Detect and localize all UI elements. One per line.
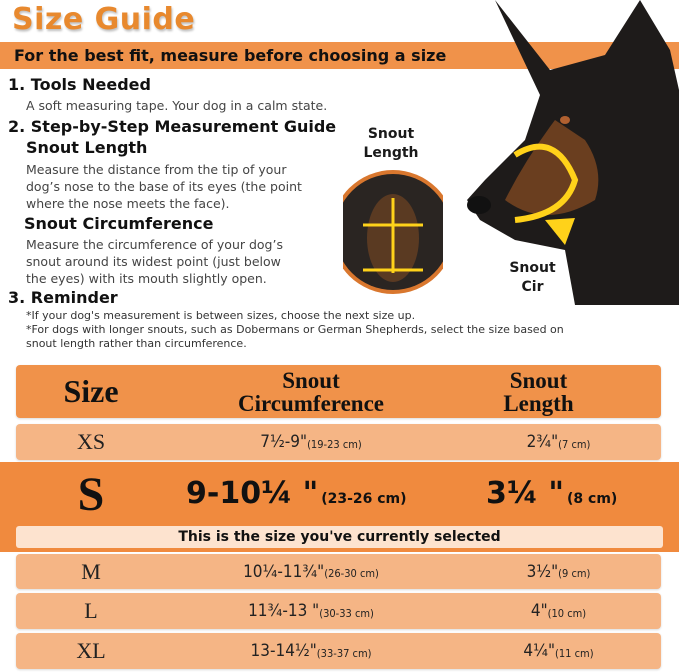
circ-heading: Snout Circumference	[24, 214, 214, 233]
length-cell: 4" (10 cm)	[530, 601, 587, 621]
size-cell: XS	[76, 429, 106, 454]
page-title: Size Guide	[12, 2, 196, 37]
length-cell: 2¾" (7 cm)	[526, 432, 591, 452]
circ-cell: 9-10¼ " (23-26 cm)	[186, 476, 407, 511]
tools-heading: 1. Tools Needed	[8, 75, 151, 94]
size-cell: M	[81, 558, 101, 584]
selected-note: This is the size you've currently select…	[16, 526, 663, 548]
circ-cell: 13-14½" (33-37 cm)	[250, 641, 372, 661]
circ-cell: 7½-9" (19-23 cm)	[260, 432, 362, 452]
header-length: Snout Length	[503, 367, 574, 416]
length-text: Measure the distance from the tip of you…	[26, 162, 302, 211]
table-header: Size Snout Circumference Snout Length	[16, 365, 661, 418]
size-cell: XL	[76, 638, 106, 663]
table-row: XL 13-14½" (33-37 cm) 4¼" (11 cm)	[16, 633, 661, 669]
banner-text: For the best fit, measure before choosin…	[14, 46, 447, 65]
size-cell: L	[84, 598, 98, 623]
doberman-image	[467, 0, 679, 305]
length-cell: 4¼" (11 cm)	[523, 641, 594, 661]
header-size: Size	[63, 373, 119, 409]
snout-closeup-image	[343, 170, 443, 294]
circ-text: Measure the circumference of your dog’s s…	[26, 237, 283, 286]
length-cell: 3¼ " (8 cm)	[486, 476, 618, 511]
size-cell: S	[77, 467, 105, 521]
snout-length-label: Snout Length	[363, 126, 419, 161]
table-row: XS 7½-9" (19-23 cm) 2¾" (7 cm)	[16, 424, 661, 460]
header-circumference: Snout Circumference	[237, 367, 385, 416]
selected-size-row: S 9-10¼ " (23-26 cm) 3¼ " (8 cm) This is t…	[0, 462, 679, 552]
fit-banner: For the best fit, measure before choosin…	[0, 42, 679, 69]
table-row: M 10¼-11¾" (26-30 cm) 3½" (9 cm)	[16, 554, 661, 589]
table-row: L 11¾-13 " (30-33 cm) 4" (10 cm)	[16, 593, 661, 629]
guide-heading: 2. Step-by-Step Measurement Guide	[8, 117, 337, 136]
tools-text: A soft measuring tape. Your dog in a cal…	[26, 98, 328, 113]
snout-cir-label: Snout Cir	[509, 260, 556, 295]
circ-cell: 10¼-11¾" (26-30 cm)	[243, 561, 379, 582]
circ-cell: 11¾-13 " (30-33 cm)	[248, 601, 374, 621]
reminder-notes: *If your dog's measurement is between si…	[26, 309, 564, 350]
reminder-heading: 3. Reminder	[8, 288, 118, 307]
length-cell: 3½" (9 cm)	[526, 561, 591, 582]
length-heading: Snout Length	[26, 138, 148, 157]
